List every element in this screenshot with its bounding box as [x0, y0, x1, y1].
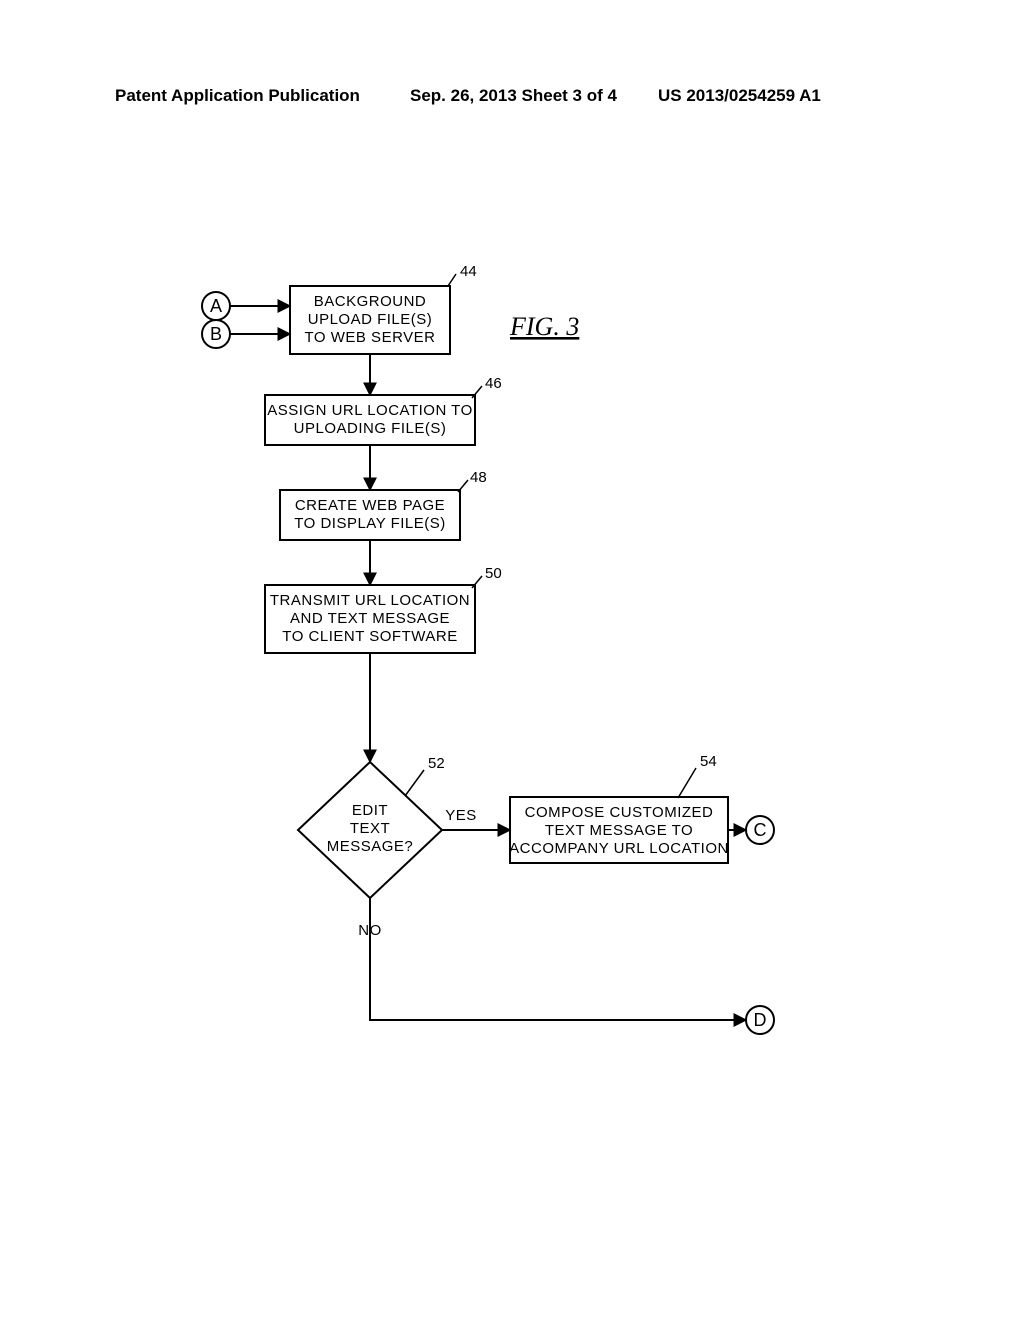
connector-d-label: D: [754, 1010, 767, 1030]
box-44-line3: TO WEB SERVER: [305, 329, 436, 346]
flowchart-svg: FIG. 3 A B BACKGROUND UPLOAD FILE(S) TO …: [0, 0, 1024, 1320]
box-44-line1: BACKGROUND: [314, 293, 427, 310]
box-50-line2: AND TEXT MESSAGE: [290, 610, 450, 627]
box-46-line1: ASSIGN URL LOCATION TO: [267, 402, 473, 419]
connector-b-label: B: [210, 324, 222, 344]
ref-44-leader: [448, 274, 456, 286]
ref-48-leader: [458, 480, 468, 492]
ref-54-leader: [678, 768, 696, 798]
box-54-line1: COMPOSE CUSTOMIZED: [525, 804, 714, 821]
box-48-line2: TO DISPLAY FILE(S): [294, 515, 446, 532]
ref-50: 50: [485, 565, 502, 582]
box-48-line1: CREATE WEB PAGE: [295, 497, 445, 514]
decision-52-line1: EDIT: [352, 802, 388, 819]
box-54-line2: TEXT MESSAGE TO: [545, 822, 693, 839]
no-label: NO: [358, 922, 382, 939]
decision-52-line3: MESSAGE?: [327, 838, 414, 855]
decision-52-line2: TEXT: [350, 820, 390, 837]
ref-52: 52: [428, 755, 445, 772]
edge-52-d: [370, 898, 746, 1020]
ref-46-leader: [472, 386, 482, 398]
ref-44: 44: [460, 263, 477, 280]
box-50-line3: TO CLIENT SOFTWARE: [282, 628, 457, 645]
yes-label: YES: [445, 807, 477, 824]
ref-52-leader: [405, 770, 424, 796]
ref-46: 46: [485, 375, 502, 392]
connector-a-label: A: [210, 296, 222, 316]
figure-label: FIG. 3: [509, 312, 579, 341]
connector-c-label: C: [754, 820, 767, 840]
box-50-line1: TRANSMIT URL LOCATION: [270, 592, 470, 609]
box-54-line3: ACCOMPANY URL LOCATION: [509, 840, 729, 857]
box-46-line2: UPLOADING FILE(S): [294, 420, 447, 437]
ref-54: 54: [700, 753, 717, 770]
box-44-line2: UPLOAD FILE(S): [308, 311, 433, 328]
ref-48: 48: [470, 469, 487, 486]
ref-50-leader: [472, 576, 482, 588]
